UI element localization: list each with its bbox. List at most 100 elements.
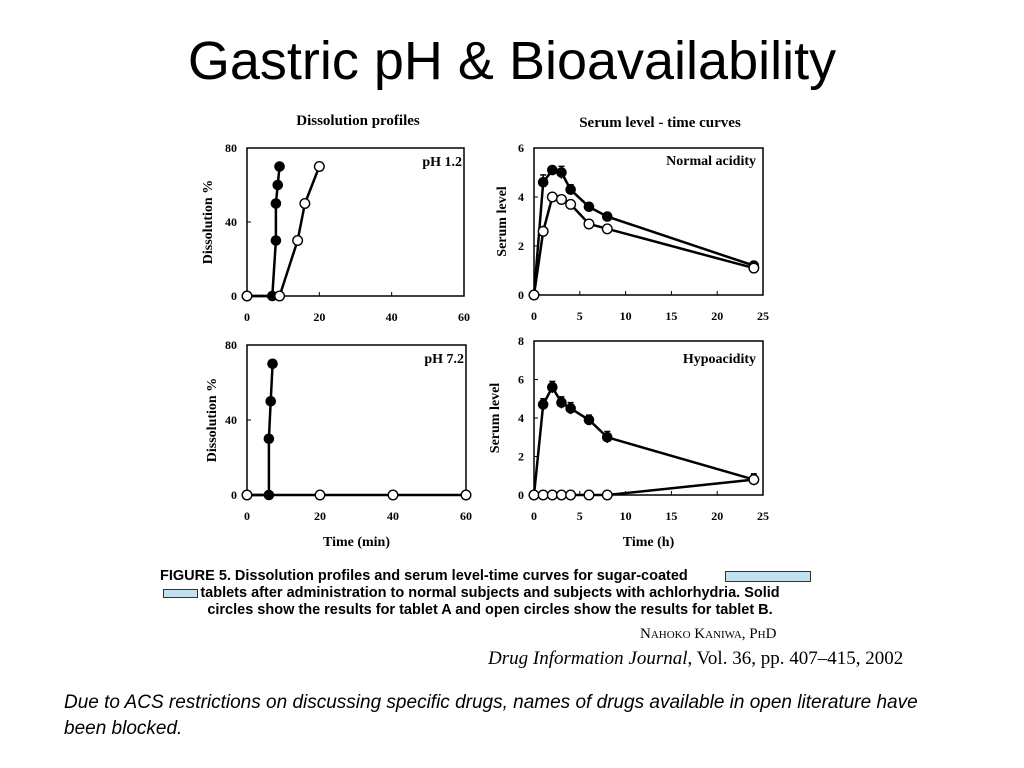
data-point-tablet-b xyxy=(528,289,540,301)
redaction-box xyxy=(725,571,811,582)
data-point-tablet-b xyxy=(601,223,613,235)
y-tick-label: 0 xyxy=(518,288,524,302)
y-tick-label: 40 xyxy=(225,215,237,229)
y-tick-label: 0 xyxy=(518,488,524,502)
data-point-tablet-b xyxy=(241,290,253,302)
data-point-tablet-b xyxy=(537,489,549,501)
data-point-tablet-a xyxy=(263,433,275,445)
data-point-tablet-a xyxy=(270,235,282,246)
x-tick-label: 0 xyxy=(531,309,537,323)
series-line-tablet-a xyxy=(532,384,755,496)
y-tick-label: 4 xyxy=(518,190,524,204)
x-tick-label: 0 xyxy=(531,509,537,523)
y-tick-label: 6 xyxy=(518,373,524,387)
data-point-tablet-a xyxy=(537,177,549,188)
series-line-tablet-b xyxy=(247,166,321,298)
y-tick-label: 0 xyxy=(231,289,237,303)
x-tick-label: 15 xyxy=(665,309,677,323)
caption-line-1: 5. Dissolution profiles and serum level-… xyxy=(218,568,688,584)
citation-details: , Vol. 36, pp. 407–415, 2002 xyxy=(687,648,904,669)
data-point-tablet-a xyxy=(265,395,277,407)
x-tick-label: 25 xyxy=(757,509,769,523)
x-tick-label: 60 xyxy=(460,509,472,523)
x-tick-label: 15 xyxy=(665,509,677,523)
x-tick-label: 0 xyxy=(244,310,250,324)
x-tick-label: 0 xyxy=(244,509,250,523)
plot-frame xyxy=(246,344,467,496)
caption-label: FIGURE xyxy=(160,568,215,584)
figure-caption: FIGURE 5. Dissolution profiles and serum… xyxy=(160,568,820,619)
panel-label: pH 1.2 xyxy=(422,155,462,170)
series-line-tablet-a xyxy=(247,363,274,497)
data-point-tablet-a xyxy=(272,179,284,191)
data-point-tablet-b xyxy=(313,160,325,172)
figure-charts: Dissolution profiles Serum level - time … xyxy=(201,113,769,550)
y-tick-label: 6 xyxy=(518,141,524,155)
panel-label: pH 7.2 xyxy=(424,352,464,367)
data-point-tablet-a xyxy=(601,211,613,222)
x-tick-label: 10 xyxy=(620,309,632,323)
data-point-tablet-a xyxy=(565,403,576,414)
x-tick-label: 20 xyxy=(711,309,723,323)
y-tick-label: 8 xyxy=(518,334,524,348)
data-point-tablet-a xyxy=(267,358,278,370)
data-point-tablet-a xyxy=(537,399,549,410)
data-point-tablet-b xyxy=(299,197,311,209)
data-point-tablet-a xyxy=(274,161,285,172)
citation-journal: Drug Information Journal xyxy=(488,648,688,669)
data-point-tablet-b xyxy=(583,218,595,230)
x-axis-label: Time (h) xyxy=(623,535,675,550)
data-point-tablet-b xyxy=(274,290,286,302)
data-point-tablet-b xyxy=(601,489,613,501)
series-line-tablet-b xyxy=(532,195,755,296)
y-axis-label: Dissolution % xyxy=(201,180,216,264)
data-point-tablet-b xyxy=(292,234,304,246)
data-point-tablet-a xyxy=(583,414,595,426)
x-tick-label: 25 xyxy=(757,309,769,323)
data-point-tablet-b xyxy=(546,489,558,501)
data-point-tablet-b xyxy=(555,193,567,205)
data-point-tablet-b xyxy=(241,489,253,501)
data-point-tablet-b xyxy=(565,489,577,501)
x-tick-label: 40 xyxy=(386,310,398,324)
author-credit: Nahoko Kaniwa, PhD xyxy=(640,626,777,642)
x-tick-label: 20 xyxy=(313,310,325,324)
x-tick-label: 20 xyxy=(711,509,723,523)
slide-title: Gastric pH & Bioavailability xyxy=(187,31,837,91)
data-point-tablet-b xyxy=(748,474,760,486)
data-point-tablet-a xyxy=(601,431,613,443)
caption-line-2: tablets after administration to normal s… xyxy=(200,585,780,601)
y-tick-label: 0 xyxy=(231,488,237,502)
x-tick-label: 5 xyxy=(577,509,583,523)
x-tick-label: 40 xyxy=(387,509,399,523)
data-point-tablet-b xyxy=(387,489,399,501)
x-tick-label: 60 xyxy=(458,310,470,324)
caption-line-3: circles show the results for tablet A an… xyxy=(207,602,773,618)
data-point-tablet-a xyxy=(556,397,567,408)
data-point-tablet-a xyxy=(547,381,558,393)
y-axis-label: Serum level xyxy=(495,186,510,256)
x-tick-label: 10 xyxy=(620,509,632,523)
data-point-tablet-b xyxy=(583,489,595,501)
data-point-tablet-b xyxy=(546,191,558,203)
data-point-tablet-b xyxy=(460,489,472,501)
redaction-box xyxy=(163,589,198,598)
data-point-tablet-a xyxy=(556,167,567,178)
data-point-tablet-b xyxy=(537,225,549,237)
x-tick-label: 20 xyxy=(314,509,326,523)
y-axis-label: Serum level xyxy=(488,383,503,453)
y-tick-label: 80 xyxy=(225,338,237,352)
data-point-tablet-b xyxy=(565,198,577,210)
citation: Drug Information Journal, Vol. 36, pp. 4… xyxy=(488,648,903,670)
y-tick-label: 2 xyxy=(518,450,524,464)
x-axis-label: Time (min) xyxy=(323,535,390,550)
y-tick-label: 2 xyxy=(518,239,524,253)
data-point-tablet-a xyxy=(547,164,558,176)
data-point-tablet-a xyxy=(583,201,595,213)
data-point-tablet-b xyxy=(555,489,567,501)
x-tick-label: 5 xyxy=(577,309,583,323)
y-tick-label: 40 xyxy=(225,413,237,427)
data-point-tablet-b xyxy=(528,489,540,501)
right-chart-heading: Serum level - time curves xyxy=(579,115,741,131)
